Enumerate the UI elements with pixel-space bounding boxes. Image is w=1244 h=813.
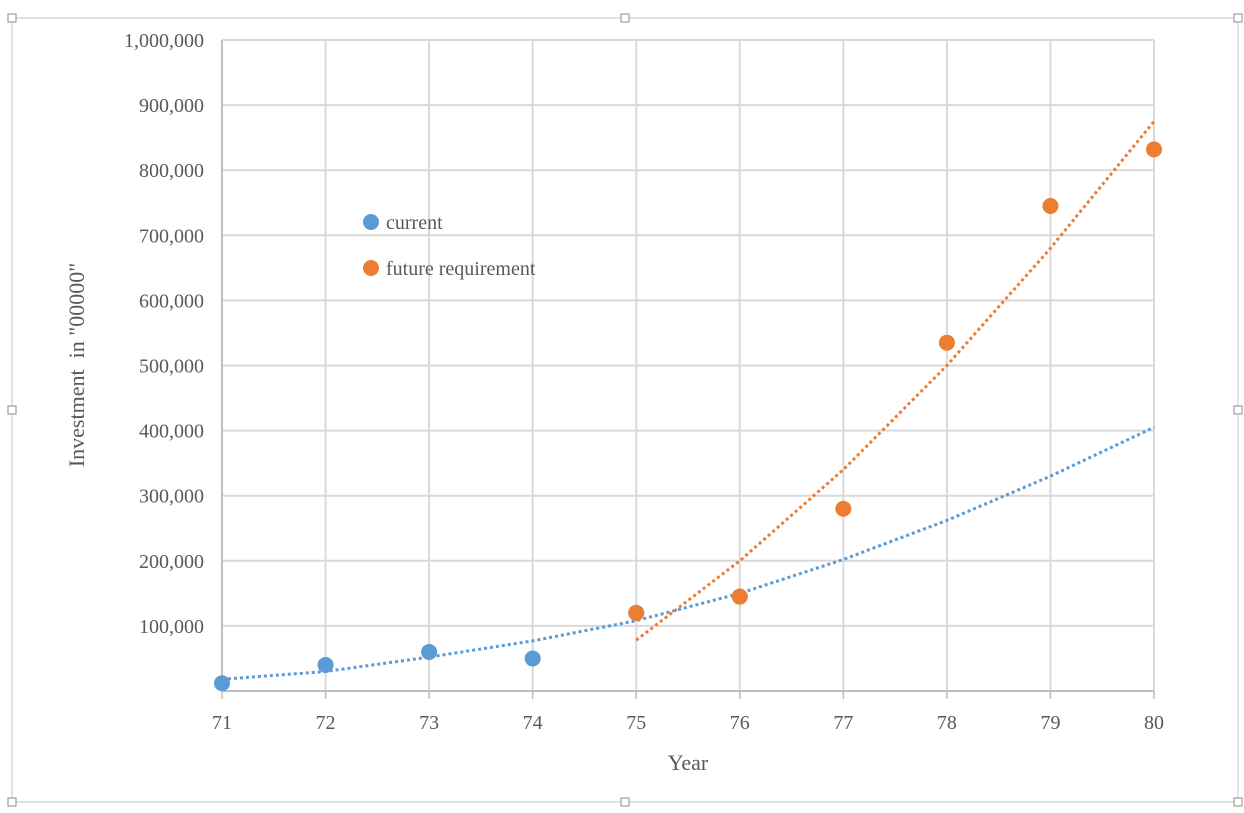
y-tick-label: 1,000,000	[124, 30, 204, 52]
x-tick-label: 77	[833, 712, 853, 734]
chart-border	[11, 17, 1239, 803]
data-point-future-requirement[interactable]	[628, 604, 645, 621]
x-tick-label: 74	[523, 712, 543, 734]
x-tick-label: 79	[1040, 712, 1060, 734]
resize-handle-top-left[interactable]	[7, 13, 17, 23]
y-tick-label: 600,000	[139, 290, 204, 312]
data-point-current[interactable]	[421, 643, 438, 660]
trendline-future-requirement	[635, 120, 1156, 642]
legend-label-future-requirement: future requirement	[386, 258, 536, 280]
resize-handle-top-center[interactable]	[620, 13, 630, 23]
resize-handle-top-right[interactable]	[1233, 13, 1243, 23]
legend-marker-current	[363, 214, 379, 230]
data-point-future-requirement[interactable]	[1146, 141, 1162, 158]
data-point-current[interactable]	[214, 675, 230, 692]
x-axis-title: Year	[668, 750, 709, 775]
data-point-future-requirement[interactable]	[835, 500, 852, 517]
tick-labels: 71 72 73 74 75 76 77 78 79 80 100,000 200,000 300,00…	[124, 30, 1164, 734]
legend-label-current: current	[386, 212, 443, 234]
legend: current future requirement	[363, 212, 536, 280]
selection-frame	[7, 13, 1243, 807]
y-tick-label: 100,000	[139, 616, 204, 638]
trendline-current	[221, 425, 1155, 681]
y-tick-label: 800,000	[139, 160, 204, 182]
data-points	[214, 141, 1162, 692]
y-axis-title: Investment in "00000"	[64, 263, 89, 467]
y-tick-label: 500,000	[139, 356, 204, 378]
y-tick-label: 700,000	[139, 225, 204, 247]
y-tick-label: 900,000	[139, 95, 204, 117]
data-point-current[interactable]	[524, 650, 541, 667]
x-tick-label: 78	[937, 712, 957, 734]
x-tick-label: 80	[1144, 712, 1164, 734]
y-tick-label: 300,000	[139, 486, 204, 508]
data-point-current[interactable]	[317, 656, 334, 673]
data-point-future-requirement[interactable]	[938, 334, 955, 351]
resize-handle-bottom-left[interactable]	[7, 797, 17, 807]
resize-handle-bottom-right[interactable]	[1233, 797, 1243, 807]
y-tick-label: 400,000	[139, 421, 204, 443]
resize-handle-middle-right[interactable]	[1233, 405, 1243, 415]
legend-marker-future-requirement	[363, 260, 379, 276]
x-tick-label: 71	[212, 712, 232, 734]
resize-handle-middle-left[interactable]	[7, 405, 17, 415]
x-tick-label: 75	[626, 712, 646, 734]
data-point-future-requirement[interactable]	[1042, 198, 1059, 215]
y-tick-label: 200,000	[139, 551, 204, 573]
axes	[221, 40, 1155, 699]
resize-handle-bottom-center[interactable]	[620, 797, 630, 807]
x-tick-label: 72	[316, 712, 336, 734]
trendlines	[221, 120, 1156, 681]
data-point-future-requirement[interactable]	[731, 588, 748, 605]
gridlines	[222, 39, 1155, 691]
x-tick-label: 76	[730, 712, 750, 734]
x-tick-label: 73	[419, 712, 439, 734]
